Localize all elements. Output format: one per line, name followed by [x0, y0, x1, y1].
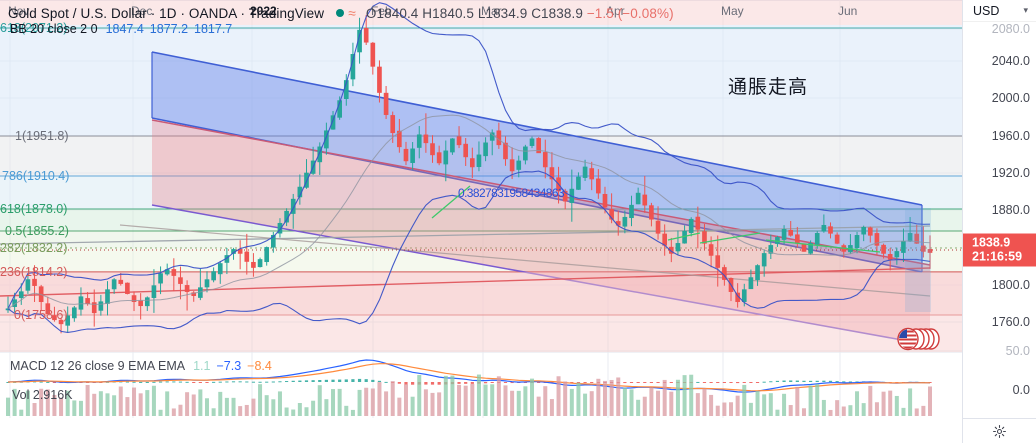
- macd-hist: 1.1: [193, 359, 211, 373]
- bar-countdown: 21:16:59: [972, 249, 1023, 264]
- time-tick: Jun: [838, 4, 858, 18]
- macd-line-value: −7.3: [216, 359, 242, 373]
- market-status-icon: [336, 9, 345, 17]
- fib-level-label: 282(1832.2): [0, 241, 68, 255]
- price-tick: 1800.0: [991, 278, 1030, 292]
- price-tick: 2000.0: [991, 91, 1030, 105]
- price-tick: 1920.0: [991, 166, 1030, 180]
- time-tick: 2022: [250, 4, 277, 18]
- macd-volume-canvas: [0, 352, 962, 418]
- volume-name: Vol: [12, 388, 30, 402]
- time-tick: Mar: [481, 4, 502, 18]
- economic-event-flag-icon[interactable]: [895, 327, 941, 356]
- price-axis[interactable]: USD ▾ 2080.0 2040.0 2000.0 1960.0 1920.0 1880…: [962, 0, 1036, 418]
- bollinger-legend[interactable]: BB 20 close 2 0 1847.4 1877.2 1817.7: [10, 22, 232, 36]
- price-tick: 1960.0: [991, 129, 1030, 143]
- fib-level-label: 618(1878.0): [0, 202, 68, 216]
- time-tick: May: [721, 4, 744, 18]
- ohlc-values: O1840.4 H1840.5 L1834.9 C1838.9: [365, 6, 583, 21]
- macd-signal-value: −8.4: [247, 359, 272, 373]
- indicator-pane[interactable]: [0, 352, 962, 418]
- price-tick: 2080.0: [991, 22, 1030, 36]
- bb-upper: 1877.2: [149, 22, 189, 36]
- price-tick: 50.0: [1005, 344, 1030, 358]
- macd-legend[interactable]: MACD 12 26 close 9 EMA EMA 1.1 −7.3 −8.4: [10, 359, 272, 373]
- fib-level-label: 0(1758.6): [14, 308, 68, 322]
- change-value: −1.5 (−0.08%): [586, 6, 674, 21]
- fib-level-label: 618(2071.2): [0, 21, 68, 35]
- bb-lower: 1817.7: [194, 22, 233, 36]
- current-price-value: 1838.9: [972, 235, 1011, 250]
- time-tick: Nov: [8, 4, 30, 18]
- chart-settings-button[interactable]: [962, 418, 1036, 443]
- price-chart-canvas: [0, 0, 962, 352]
- bb-name: BB 20 close 2 0: [10, 22, 98, 36]
- price-tick: 2040.0: [991, 54, 1030, 68]
- currency-selector[interactable]: USD ▾: [963, 0, 1036, 22]
- fib-level-label: 236(1814.2): [0, 265, 68, 279]
- symbol-title[interactable]: Gold Spot / U.S. Dollar · 1D · OANDA · T…: [8, 6, 325, 21]
- chevron-down-icon[interactable]: ▾: [1023, 5, 1028, 15]
- volume-legend[interactable]: Vol 2.916K: [12, 388, 73, 402]
- time-tick: Apr: [606, 4, 625, 18]
- price-tick: 1880.0: [991, 203, 1030, 217]
- time-tick: Dec: [131, 4, 153, 18]
- gear-icon[interactable]: [992, 424, 1007, 439]
- price-chart-pane[interactable]: [0, 0, 962, 352]
- chart-annotation-text[interactable]: 通脹走高: [728, 76, 809, 98]
- bb-basis: 1847.4: [105, 22, 144, 36]
- fib-level-label: 1(1951.8): [15, 129, 69, 143]
- fib-level-label: 0.5(1855.2): [5, 224, 69, 238]
- volume-value: 2.916K: [32, 388, 73, 402]
- price-tick: 1760.0: [991, 315, 1030, 329]
- wave-icon: ≈: [348, 5, 356, 21]
- current-price-badge[interactable]: 1838.9 21:16:59: [963, 233, 1036, 267]
- symbol-legend[interactable]: Gold Spot / U.S. Dollar · 1D · OANDA · T…: [8, 5, 674, 21]
- fib-channel-ratio-label: 0.3827831958434863: [458, 186, 565, 200]
- time-tick: Feb: [371, 4, 392, 18]
- macd-name: MACD 12 26 close 9 EMA EMA: [10, 359, 186, 373]
- fib-level-label: 786(1910.4): [2, 169, 70, 183]
- price-tick: 0.0: [1012, 383, 1030, 397]
- currency-label: USD: [973, 3, 1000, 18]
